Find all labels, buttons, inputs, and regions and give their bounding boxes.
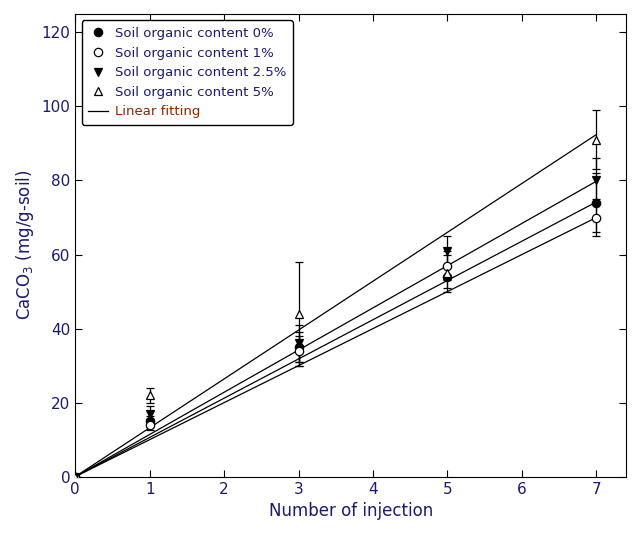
Legend: Soil organic content 0%, Soil organic content 1%, Soil organic content 2.5%, Soi: Soil organic content 0%, Soil organic co… [82, 20, 292, 125]
Y-axis label: CaCO$_3$ (mg/g-soil): CaCO$_3$ (mg/g-soil) [14, 170, 36, 320]
X-axis label: Number of injection: Number of injection [269, 502, 433, 520]
